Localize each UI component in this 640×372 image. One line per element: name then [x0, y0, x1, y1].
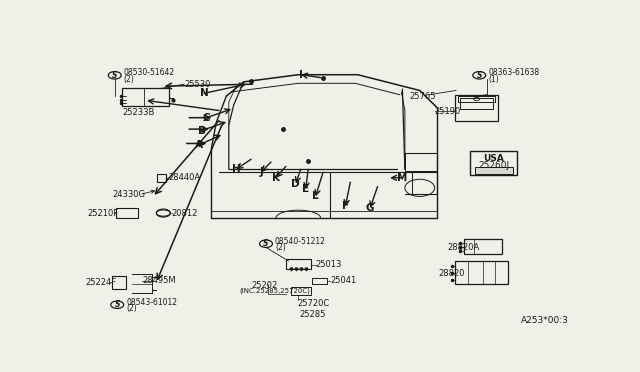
Text: (2): (2)	[124, 74, 134, 83]
Text: 08543-61012: 08543-61012	[126, 298, 177, 307]
Bar	[112, 276, 126, 289]
Text: H: H	[232, 164, 241, 174]
Text: K: K	[272, 173, 280, 183]
Text: 25720C: 25720C	[297, 299, 330, 308]
Text: 25530: 25530	[184, 80, 211, 89]
Text: S: S	[263, 239, 269, 248]
Text: A253*00:3: A253*00:3	[521, 316, 568, 325]
Text: B: B	[198, 126, 205, 135]
Text: S: S	[115, 300, 120, 309]
Text: (2): (2)	[275, 243, 285, 252]
Bar	[291, 287, 310, 295]
Text: I: I	[299, 70, 303, 80]
Text: N: N	[200, 88, 209, 98]
Text: 25041: 25041	[330, 276, 356, 285]
Text: 25285: 25285	[300, 310, 326, 319]
Text: 24330G: 24330G	[112, 190, 145, 199]
Text: L: L	[312, 192, 319, 202]
Text: J: J	[259, 167, 263, 177]
Text: 25013: 25013	[316, 260, 342, 269]
Text: 25765: 25765	[410, 92, 436, 101]
Text: G: G	[366, 203, 374, 213]
Text: 20812: 20812	[172, 209, 198, 218]
Text: 25210F: 25210F	[88, 209, 118, 218]
Text: 25224F: 25224F	[85, 278, 116, 287]
Bar	[116, 208, 138, 218]
Bar	[286, 260, 310, 269]
Text: C: C	[203, 113, 211, 123]
Bar	[405, 154, 437, 171]
Text: 28440A: 28440A	[168, 173, 200, 182]
Text: 08540-51212: 08540-51212	[275, 237, 326, 246]
Bar	[460, 97, 493, 109]
Text: 08363-61638: 08363-61638	[488, 68, 540, 77]
Bar	[122, 87, 169, 106]
Bar	[458, 96, 495, 102]
Text: (2): (2)	[126, 304, 137, 313]
Text: 25202: 25202	[251, 281, 277, 290]
Text: 28820A: 28820A	[447, 243, 479, 251]
Text: 25260J: 25260J	[478, 161, 509, 170]
Bar	[312, 278, 327, 284]
Text: 25190: 25190	[435, 107, 461, 116]
Text: USA: USA	[483, 154, 504, 163]
Bar	[456, 95, 498, 121]
Text: S: S	[112, 71, 118, 80]
Bar	[476, 167, 513, 174]
Text: E: E	[302, 184, 309, 194]
Text: (1): (1)	[488, 74, 499, 83]
Text: 28495M: 28495M	[142, 276, 175, 285]
Text: F: F	[342, 202, 349, 211]
Bar	[470, 151, 518, 175]
Bar	[157, 174, 166, 182]
Text: S: S	[477, 71, 482, 80]
Text: (INC.25285,25720C): (INC.25285,25720C)	[240, 288, 310, 294]
Text: 28820: 28820	[438, 269, 465, 278]
Text: 25233B: 25233B	[122, 108, 154, 117]
Text: A: A	[195, 140, 203, 150]
Text: M: M	[397, 173, 408, 183]
Text: D: D	[291, 179, 300, 189]
Text: 08530-51642: 08530-51642	[124, 68, 175, 77]
Bar	[456, 261, 508, 284]
Bar	[465, 240, 502, 254]
